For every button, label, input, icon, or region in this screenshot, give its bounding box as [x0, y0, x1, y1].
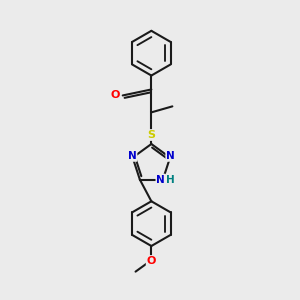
Text: N: N: [128, 151, 136, 161]
Text: O: O: [110, 90, 120, 100]
Text: N: N: [156, 175, 165, 184]
Text: O: O: [147, 256, 156, 266]
Text: H: H: [166, 175, 175, 185]
Text: N: N: [166, 151, 175, 161]
Text: S: S: [147, 130, 155, 140]
